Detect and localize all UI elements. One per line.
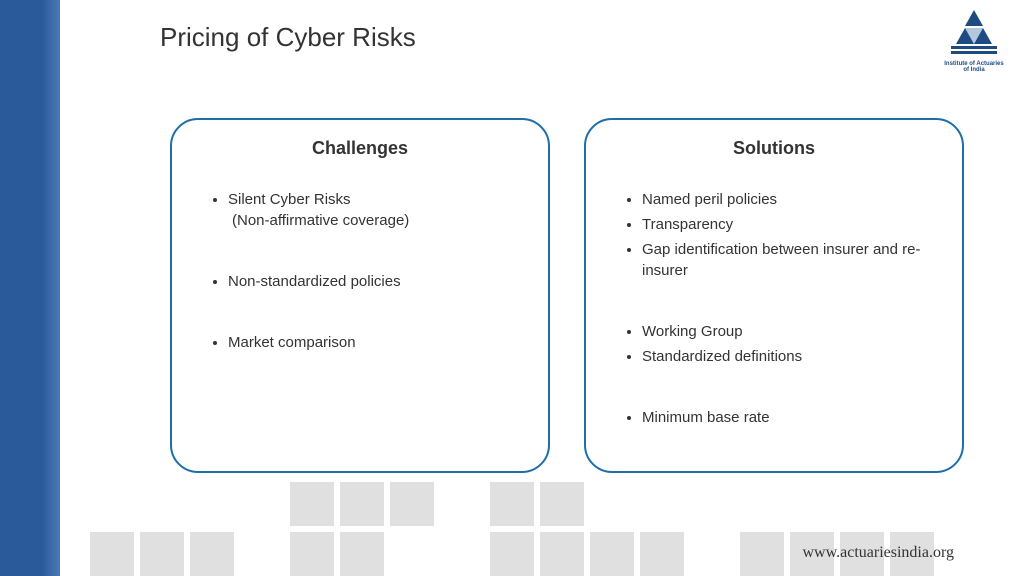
bullet-list: Non-standardized policies [198,271,522,292]
list-item: Minimum base rate [642,407,936,428]
panel-challenges: Challenges Silent Cyber Risks(Non-affirm… [170,118,550,473]
bullet-group: Named peril policies Transparency Gap iden… [612,189,936,281]
left-accent-bar [0,0,60,576]
panels-row: Challenges Silent Cyber Risks(Non-affirm… [170,118,964,473]
bullet-group: Working Group Standardized definitions [612,321,936,367]
list-item: Working Group [642,321,936,342]
panel-solutions: Solutions Named peril policies Transparen… [584,118,964,473]
page-title: Pricing of Cyber Risks [160,22,416,53]
panel-challenges-body: Silent Cyber Risks(Non-affirmative cover… [198,189,522,353]
bullet-group: Silent Cyber Risks(Non-affirmative cover… [198,189,522,231]
bullet-group: Non-standardized policies [198,271,522,292]
list-item: Silent Cyber Risks(Non-affirmative cover… [228,189,522,231]
list-item: Transparency [642,214,936,235]
bullet-group: Minimum base rate [612,407,936,428]
slide-content: Pricing of Cyber Risks Institute of Actu… [60,0,1024,576]
list-item: Market comparison [228,332,522,353]
list-item: Non-standardized policies [228,271,522,292]
list-item: Standardized definitions [642,346,936,367]
bullet-group: Market comparison [198,332,522,353]
panel-challenges-title: Challenges [198,138,522,159]
bullet-list: Minimum base rate [612,407,936,428]
bullet-list: Market comparison [198,332,522,353]
panel-solutions-body: Named peril policies Transparency Gap iden… [612,189,936,428]
list-item: Gap identification between insurer and r… [642,239,936,281]
bullet-list: Silent Cyber Risks(Non-affirmative cover… [198,189,522,231]
list-item: Named peril policies [642,189,936,210]
list-item-subline: (Non-affirmative coverage) [232,210,522,231]
logo-caption: Institute of Actuaries of India [942,61,1006,73]
bullet-list: Working Group Standardized definitions [612,321,936,367]
bullet-list: Named peril policies Transparency Gap iden… [612,189,936,281]
logo: Institute of Actuaries of India [942,10,1006,73]
footer-url: www.actuariesindia.org [802,544,954,562]
logo-triangle-icon [949,10,999,54]
panel-solutions-title: Solutions [612,138,936,159]
